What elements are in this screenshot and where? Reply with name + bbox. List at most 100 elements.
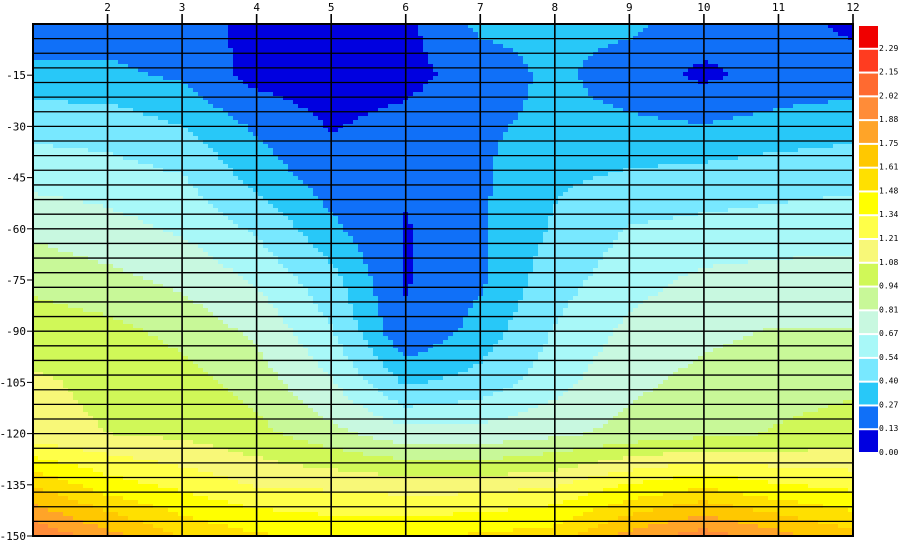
heatmap-cell <box>163 96 169 101</box>
heatmap-cell <box>513 100 519 105</box>
heatmap-cell <box>98 128 104 133</box>
heatmap-cell <box>193 136 199 141</box>
heatmap-cell <box>33 140 39 145</box>
heatmap-cell <box>113 128 119 133</box>
heatmap-cell <box>588 32 594 37</box>
heatmap-cell <box>648 88 654 93</box>
heatmap-cell <box>58 40 64 45</box>
heatmap-cell <box>363 44 369 49</box>
heatmap-cell <box>378 136 384 141</box>
heatmap-cell <box>683 68 689 73</box>
heatmap-cell <box>708 116 714 121</box>
heatmap-cell <box>38 116 44 121</box>
heatmap-cell <box>58 56 64 61</box>
heatmap-cell <box>218 48 224 53</box>
heatmap-cell <box>323 48 329 53</box>
heatmap-cell <box>83 44 89 49</box>
heatmap-cell <box>203 88 209 93</box>
heatmap-cell <box>43 112 49 117</box>
heatmap-cell <box>363 84 369 89</box>
heatmap-cell <box>583 136 589 141</box>
heatmap-cell <box>453 108 459 113</box>
heatmap-cell <box>58 76 64 81</box>
heatmap-cell <box>508 68 514 73</box>
heatmap-cell <box>798 52 804 57</box>
heatmap-cell <box>658 76 664 81</box>
heatmap-cell <box>603 56 609 61</box>
heatmap-cell <box>248 28 254 33</box>
heatmap-cell <box>303 104 309 109</box>
heatmap-cell <box>363 40 369 45</box>
heatmap-cell <box>698 44 704 49</box>
heatmap-cell <box>763 88 769 93</box>
heatmap-cell <box>653 52 659 57</box>
heatmap-cell <box>288 72 294 77</box>
heatmap-cell <box>468 136 474 141</box>
heatmap-cell <box>338 116 344 121</box>
heatmap-cell <box>693 84 699 89</box>
heatmap-cell <box>388 68 394 73</box>
heatmap-cell <box>588 88 594 93</box>
heatmap-cell <box>238 88 244 93</box>
heatmap-cell <box>343 28 349 33</box>
heatmap-cell <box>313 88 319 93</box>
heatmap-cell <box>533 104 539 109</box>
heatmap-cell <box>378 64 384 69</box>
heatmap-cell <box>838 32 844 37</box>
heatmap-cell <box>43 56 49 61</box>
heatmap-cell <box>573 32 579 37</box>
heatmap-cell <box>398 92 404 97</box>
heatmap-cell <box>78 56 84 61</box>
heatmap-cell <box>593 136 599 141</box>
heatmap-cell <box>658 40 664 45</box>
heatmap-cell <box>283 64 289 69</box>
heatmap-cell <box>678 100 684 105</box>
heatmap-cell <box>238 32 244 37</box>
heatmap-cell <box>693 120 699 125</box>
heatmap-cell <box>738 56 744 61</box>
heatmap-cell <box>388 112 394 117</box>
heatmap-cell <box>843 112 849 117</box>
heatmap-cell <box>143 136 149 141</box>
heatmap-cell <box>588 96 594 101</box>
heatmap-cell <box>628 40 634 45</box>
heatmap-cell <box>43 68 49 73</box>
heatmap-cell <box>138 32 144 37</box>
heatmap-cell <box>613 112 619 117</box>
heatmap-cell <box>843 128 849 133</box>
heatmap-cell <box>513 84 519 89</box>
heatmap-cell <box>268 40 274 45</box>
heatmap-cell <box>653 88 659 93</box>
heatmap-cell <box>148 140 154 145</box>
heatmap-cell <box>343 32 349 37</box>
heatmap-cell <box>743 88 749 93</box>
heatmap-cell <box>298 52 304 57</box>
heatmap-cell <box>88 40 94 45</box>
heatmap-cell <box>833 24 839 29</box>
heatmap-cell <box>588 104 594 109</box>
heatmap-cell <box>103 116 109 121</box>
heatmap-cell <box>388 108 394 113</box>
heatmap-cell <box>353 76 359 81</box>
heatmap-cell <box>658 108 664 113</box>
heatmap-cell <box>293 120 299 125</box>
heatmap-cell <box>48 84 54 89</box>
heatmap-cell <box>88 108 94 113</box>
heatmap-cell <box>678 116 684 121</box>
heatmap-cell <box>668 84 674 89</box>
heatmap-cell <box>348 28 354 33</box>
heatmap-cell <box>593 132 599 137</box>
heatmap-cell <box>238 64 244 69</box>
heatmap-cell <box>778 128 784 133</box>
heatmap-cell <box>683 32 689 37</box>
heatmap-cell <box>758 108 764 113</box>
heatmap-cell <box>88 96 94 101</box>
heatmap-cell <box>108 128 114 133</box>
heatmap-cell <box>178 76 184 81</box>
heatmap-cell <box>793 32 799 37</box>
heatmap-cell <box>743 24 749 29</box>
heatmap-cell <box>508 92 514 97</box>
heatmap-cell <box>698 136 704 141</box>
heatmap-cell <box>463 72 469 77</box>
heatmap-cell <box>43 76 49 81</box>
